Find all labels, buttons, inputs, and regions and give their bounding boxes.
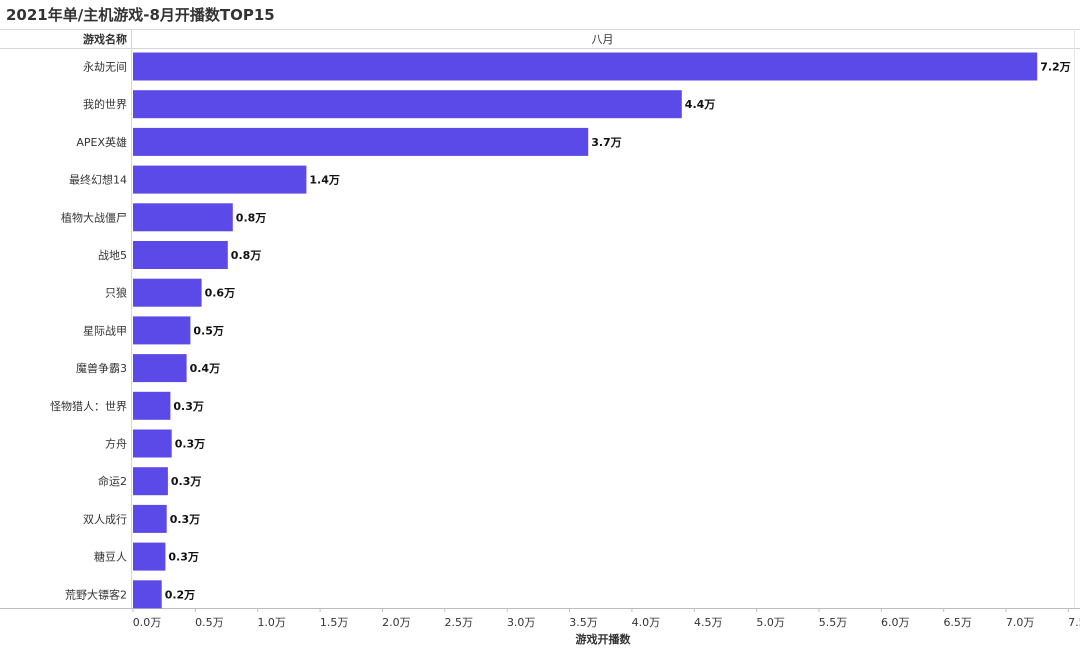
bar: [133, 241, 228, 269]
x-tick-label: 4.0万: [632, 616, 661, 629]
bar: [133, 391, 171, 420]
x-tick-label: 3.0万: [507, 616, 536, 629]
bar: [133, 542, 166, 571]
data-label: 0.6万: [205, 287, 236, 300]
x-tick-label: 1.5万: [320, 616, 349, 629]
x-tick-label: 0.5万: [195, 616, 224, 629]
bar: [133, 504, 167, 533]
x-tick-label: 5.5万: [819, 616, 848, 629]
bar: [133, 203, 233, 232]
x-tick-label: 7.5万: [1068, 616, 1080, 629]
x-tick-label: 6.0万: [881, 616, 910, 629]
bar: [133, 354, 187, 383]
category-label: 植物大战僵尸: [61, 210, 127, 224]
data-label: 4.4万: [685, 98, 716, 111]
bar: [133, 165, 307, 194]
x-tick-label: 6.5万: [943, 616, 972, 629]
category-label: 糖豆人: [94, 550, 127, 564]
x-tick-label: 2.5万: [445, 616, 474, 629]
data-label: 0.8万: [236, 211, 266, 224]
data-label: 0.5万: [193, 324, 224, 337]
bar: [133, 127, 589, 156]
chart-title: 2021年单/主机游戏-8月开播数TOP15: [6, 6, 275, 24]
bar: [133, 429, 172, 458]
category-label: 永劫无间: [83, 60, 127, 74]
data-label: 0.2万: [165, 588, 196, 601]
bar: [133, 278, 202, 307]
x-tick-label: 2.0万: [382, 616, 411, 629]
category-label: 双人成行: [83, 513, 127, 526]
category-label: 怪物猎人：世界: [50, 399, 127, 413]
bar: [133, 52, 1038, 81]
category-label: 最终幻想14: [69, 173, 127, 187]
data-label: 0.8万: [231, 249, 261, 262]
bar: [133, 90, 682, 119]
data-label: 0.3万: [170, 513, 201, 526]
category-label: 命运2: [98, 474, 127, 488]
x-tick-label: 3.5万: [569, 616, 598, 629]
category-label: 我的世界: [83, 97, 127, 111]
category-label: 星际战甲: [83, 324, 127, 337]
data-label: 7.2万: [1040, 61, 1071, 74]
data-label: 0.3万: [171, 475, 202, 488]
x-tick-label: 4.5万: [694, 616, 723, 629]
category-label: 荒野大镖客2: [65, 587, 127, 601]
bar: [133, 467, 168, 496]
data-label: 0.3万: [173, 400, 204, 413]
category-label: APEX英雄: [76, 135, 127, 149]
x-tick-label: 5.0万: [756, 616, 785, 629]
x-tick-label: 1.0万: [257, 616, 286, 629]
data-label: 3.7万: [591, 136, 622, 149]
x-tick-label: 0.0万: [133, 616, 162, 629]
category-label: 方舟: [105, 437, 127, 451]
column-header-label: 八月: [592, 33, 614, 46]
data-label: 1.4万: [309, 174, 340, 187]
bar: [133, 580, 162, 609]
row-header-label: 游戏名称: [83, 32, 127, 46]
x-tick-label: 7.0万: [1006, 616, 1035, 629]
category-label: 只狼: [105, 286, 127, 300]
category-label: 魔兽争霸3: [76, 361, 127, 375]
data-label: 0.3万: [168, 551, 199, 564]
data-label: 0.3万: [175, 438, 206, 451]
category-label: 战地5: [98, 249, 127, 262]
data-label: 0.4万: [190, 362, 221, 375]
x-axis-title: 游戏开播数: [576, 632, 632, 646]
bar: [133, 316, 191, 345]
